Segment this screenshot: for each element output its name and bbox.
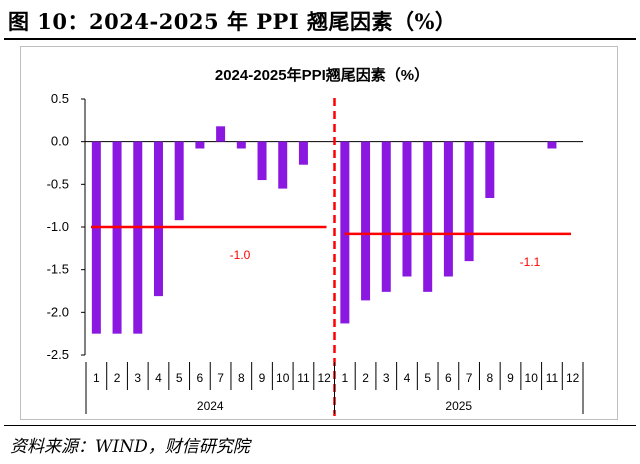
x-tick-label: 3: [383, 371, 390, 385]
average-lines: -1.0 -1.1: [91, 98, 571, 416]
group-label: 2024: [197, 399, 224, 413]
x-tick-label: 5: [176, 371, 183, 385]
bar: [133, 141, 143, 334]
bars: [91, 126, 557, 334]
y-tick-label: -2.5: [47, 347, 69, 362]
x-tick-label: 9: [259, 371, 266, 385]
x-tick-label: 2: [362, 371, 369, 385]
bar: [485, 141, 495, 198]
bar: [298, 141, 308, 165]
x-tick-label: 8: [238, 371, 245, 385]
bar: [153, 141, 163, 297]
source-note: 资料来源：WIND，财信研究院: [10, 437, 250, 457]
x-tick-label: 5: [424, 371, 431, 385]
x-tick-label: 4: [155, 371, 162, 385]
chart-title: 2024-2025年PPI翘尾因素（%）: [215, 66, 429, 84]
bar: [174, 141, 184, 221]
bar: [91, 141, 101, 334]
bar: [340, 141, 350, 324]
x-tick-label: 11: [546, 371, 559, 385]
x-tick-label: 10: [525, 371, 539, 385]
bar: [195, 141, 205, 149]
y-axis: 0.5 0.0 -0.5 -1.0 -1.5 -2.0 -2.5: [47, 91, 583, 362]
figure-title: 图 10：2024-2025 年 PPI 翘尾因素（%）: [8, 9, 457, 34]
x-tick-label: 11: [297, 371, 310, 385]
y-tick-label: 0.5: [51, 91, 69, 106]
bar: [443, 141, 453, 277]
average-label: -1.0: [230, 248, 251, 262]
bar: [423, 141, 433, 292]
title-rule: [4, 38, 636, 40]
x-tick-label: 7: [217, 371, 224, 385]
x-tick-label: 4: [404, 371, 411, 385]
x-tick-label: 6: [445, 371, 452, 385]
bar: [278, 141, 288, 189]
bar: [112, 141, 122, 334]
average-label: -1.1: [520, 255, 541, 269]
y-tick-label: -1.5: [47, 262, 69, 277]
bar: [381, 141, 391, 292]
x-tick-label: 2: [114, 371, 121, 385]
source-rule: [4, 425, 636, 426]
x-tick-label: 6: [197, 371, 204, 385]
y-tick-label: -1.0: [47, 219, 69, 234]
y-tick-label: 0.0: [51, 134, 69, 149]
bar: [402, 141, 412, 277]
x-tick-label: 7: [466, 371, 473, 385]
x-tick-label: 9: [507, 371, 514, 385]
x-tick-label: 12: [566, 371, 580, 385]
x-tick-label: 12: [317, 371, 331, 385]
x-tick-label: 8: [486, 371, 493, 385]
y-tick-label: -2.0: [47, 304, 69, 319]
bar: [464, 141, 474, 262]
bar: [236, 141, 246, 149]
x-tick-label: 1: [342, 371, 349, 385]
bar: [361, 141, 371, 301]
bar: [547, 141, 557, 149]
group-label: 2025: [445, 399, 472, 413]
bar: [216, 126, 226, 142]
x-tick-label: 3: [134, 371, 141, 385]
y-tick-label: -0.5: [47, 176, 69, 191]
bar: [257, 141, 267, 181]
x-tick-label: 10: [276, 371, 290, 385]
x-tick-label: 1: [93, 371, 100, 385]
